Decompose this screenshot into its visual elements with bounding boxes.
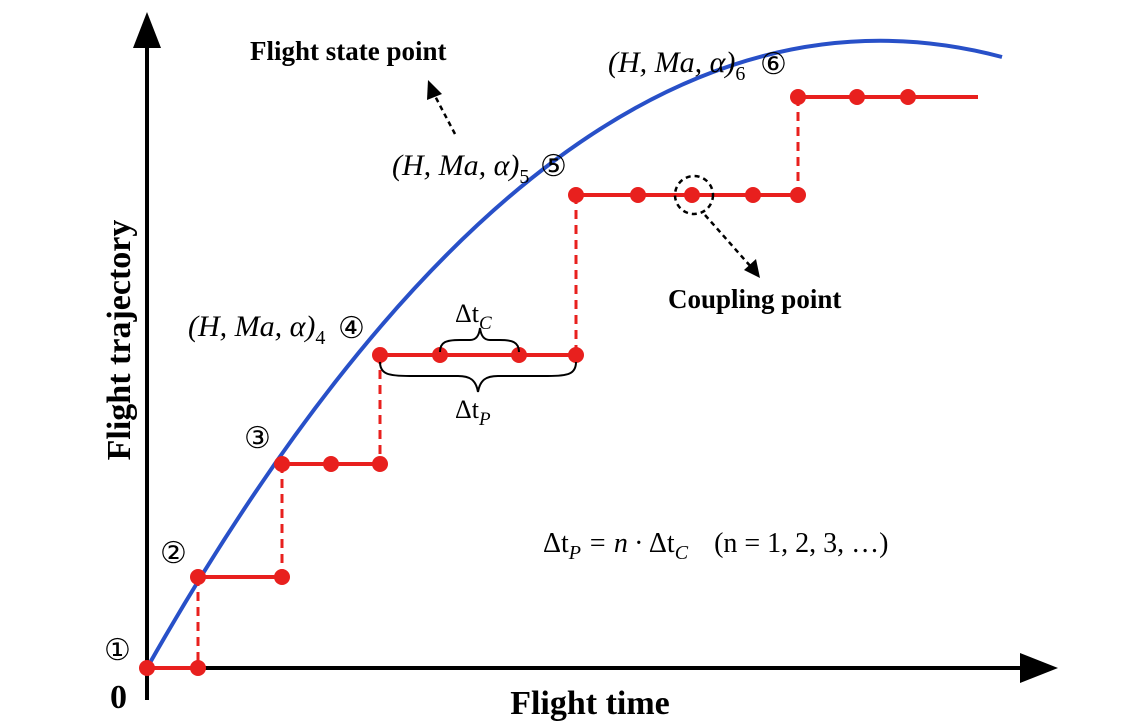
dot	[432, 347, 448, 363]
dot	[684, 187, 700, 203]
dot	[139, 660, 155, 676]
dot	[274, 569, 290, 585]
marker-2: ②	[160, 536, 187, 571]
delta-tc-brace	[439, 327, 520, 353]
flight-state-point-label: Flight state point	[250, 36, 447, 66]
dot	[900, 89, 916, 105]
delta-tp-brace	[379, 361, 577, 393]
x-axis-label: Flight time	[510, 685, 670, 722]
dot	[511, 347, 527, 363]
coupling-point-arrowhead	[744, 259, 760, 278]
state-5-label: (H, Ma, α)5	[392, 149, 529, 188]
dot	[568, 347, 584, 363]
marker-6: ⑥	[760, 47, 787, 82]
flight-state-arrowhead	[427, 80, 442, 100]
state-6-label: (H, Ma, α)6	[608, 46, 745, 85]
marker-4: ④	[338, 311, 365, 346]
coupling-point-highlight	[673, 174, 715, 216]
x-axis-arrow	[1020, 653, 1058, 683]
flight-trajectory-curve	[145, 38, 1003, 669]
state-4-label: (H, Ma, α)4	[188, 310, 325, 349]
dot	[790, 187, 806, 203]
relation-formula: ΔtP = n · ΔtC (n = 1, 2, 3, …)	[543, 528, 889, 564]
origin-label: 0	[110, 679, 127, 716]
coupling-point-arrow	[704, 214, 753, 269]
step-risers	[196, 97, 800, 668]
delta-tc-label: ΔtC	[455, 299, 492, 334]
y-axis-label: Flight trajectory	[101, 220, 138, 461]
dot	[849, 89, 865, 105]
dot	[190, 569, 206, 585]
dot	[630, 187, 646, 203]
delta-tp-label: ΔtP	[455, 395, 491, 430]
marker-3: ③	[244, 421, 271, 456]
flight-state-arrow	[433, 95, 457, 135]
dot	[372, 456, 388, 472]
dot	[274, 456, 290, 472]
dot	[745, 187, 761, 203]
dot	[323, 456, 339, 472]
coupling-point-label: Coupling point	[668, 284, 841, 314]
y-axis-arrow	[133, 12, 161, 48]
dot	[568, 187, 584, 203]
marker-1: ①	[104, 633, 131, 668]
dot	[190, 660, 206, 676]
marker-5: ⑤	[540, 149, 567, 184]
dot	[790, 89, 806, 105]
coupling-dots	[139, 89, 916, 676]
dot	[372, 347, 388, 363]
